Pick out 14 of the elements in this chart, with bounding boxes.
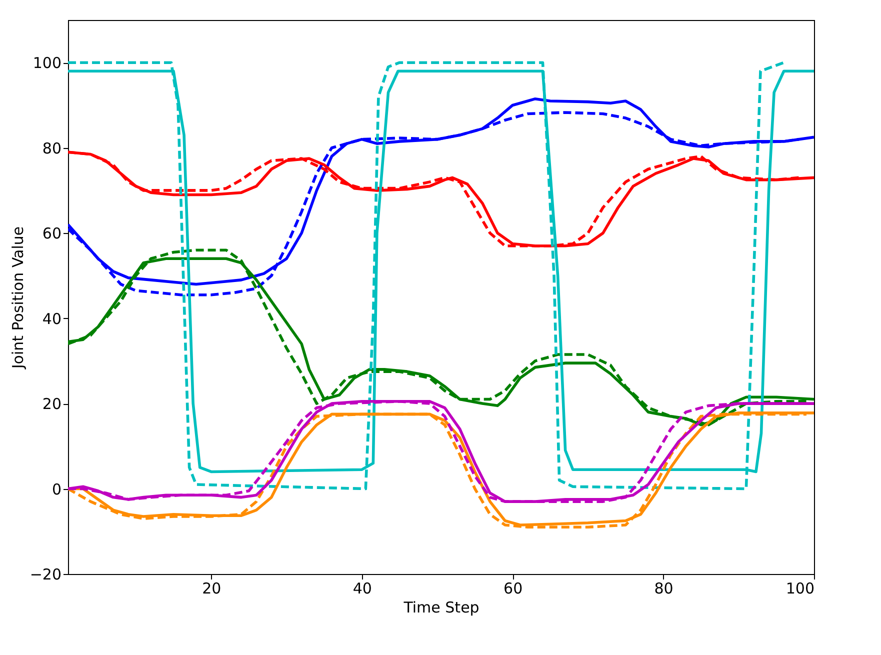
x-tick-label: 40 xyxy=(352,580,372,598)
y-tick-label: 80 xyxy=(42,139,62,158)
x-tick-label: 20 xyxy=(202,580,222,598)
y-tick-label: 40 xyxy=(42,310,62,328)
x-tick-label: 60 xyxy=(504,580,523,598)
x-axis-title: Time Step xyxy=(402,598,480,616)
y-tick-label: 20 xyxy=(42,395,62,414)
x-tick-label: 80 xyxy=(654,580,674,598)
y-tick-label: 60 xyxy=(42,224,62,243)
y-tick-label: −20 xyxy=(30,566,62,584)
x-tick-label: 100 xyxy=(786,580,814,598)
y-axis-title: Joint Position Value xyxy=(8,226,27,370)
y-tick-label: 0 xyxy=(52,480,62,498)
y-tick-label: 100 xyxy=(32,54,62,72)
